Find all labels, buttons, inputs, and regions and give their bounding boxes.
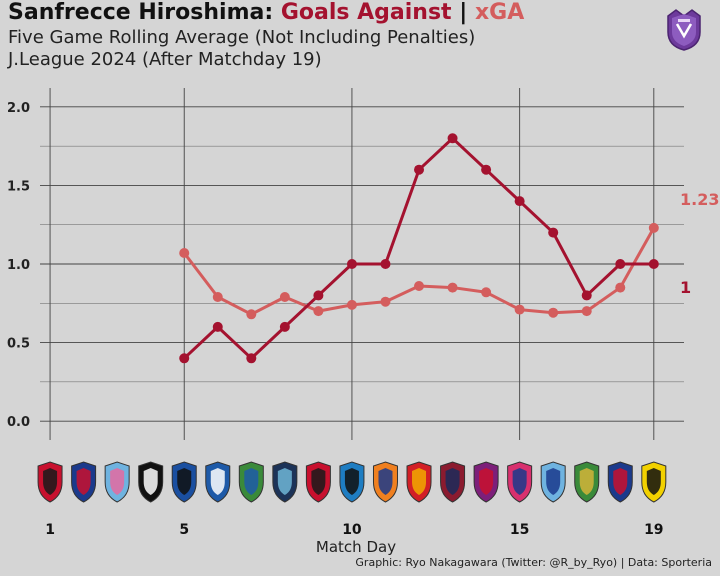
data-point [548, 307, 559, 318]
kyoto-sanga-crest-icon [473, 461, 499, 503]
kashima-antlers-crest-icon [440, 461, 466, 503]
avispa-fukuoka-crest-icon [272, 461, 298, 503]
shonan-bellmare-crest-icon [238, 461, 264, 503]
data-point [414, 164, 425, 175]
x-axis-label: Match Day [315, 538, 397, 556]
data-point [514, 304, 525, 315]
gamba-osaka-crest-icon [171, 461, 197, 503]
series-xga: 1.23 [179, 190, 719, 320]
data-point [615, 282, 626, 293]
tokyo-verdy-crest-icon [574, 461, 600, 503]
title-team: Sanfrecce Hiroshima: [8, 0, 274, 25]
chart-subtitle-1: Five Game Rolling Average (Not Including… [8, 27, 476, 48]
title-goals-against: Goals Against [280, 0, 452, 25]
data-point [246, 353, 257, 364]
data-point [380, 259, 391, 269]
data-point [179, 248, 190, 258]
data-point [447, 133, 458, 144]
opponent-crests [37, 461, 667, 503]
end-value-label: 1 [680, 278, 691, 297]
chart-subtitle-2: J.League 2024 (After Matchday 19) [8, 49, 322, 70]
consadole-sapporo-crest-icon [305, 461, 331, 503]
kawasaki-frontale-crest-icon [339, 461, 365, 503]
jubilo-iwata-crest-icon [540, 461, 566, 503]
data-point [246, 309, 257, 320]
y-tick-label: 0.5 [7, 337, 30, 352]
y-tick-label: 0.0 [7, 415, 30, 430]
data-point [581, 290, 592, 301]
data-point [313, 306, 324, 317]
x-tick-label: 5 [179, 522, 189, 538]
x-tick-label: 15 [510, 522, 529, 538]
sagan-tosu-crest-icon [104, 461, 130, 503]
title-xga: xGA [474, 0, 525, 25]
end-value-label: 1.23 [680, 190, 719, 209]
chart-title: Sanfrecce Hiroshima: Goals Against | xGA [8, 0, 524, 26]
data-point [648, 259, 659, 269]
data-point [346, 259, 357, 269]
data-point [447, 282, 458, 293]
series-goals-against: 1 [179, 133, 691, 364]
data-point [380, 296, 391, 307]
data-point [313, 290, 324, 301]
yokohama-fmarinos-crest-icon [607, 461, 633, 503]
data-point [212, 321, 223, 332]
fc-tokyo-crest-icon [71, 461, 97, 503]
y-tick-label: 1.5 [7, 179, 30, 194]
x-tick-label: 1 [45, 522, 55, 538]
machida-zelvia-crest-icon [205, 461, 231, 503]
data-point [212, 292, 223, 302]
data-point [615, 259, 626, 269]
credit-text: Graphic: Ryo Nakagawara (Twitter: @R_by_… [355, 556, 712, 569]
cerezo-osaka-crest-icon [507, 461, 533, 503]
data-point [179, 353, 190, 364]
nagoya-grampus-crest-icon [406, 461, 432, 503]
data-point [581, 306, 592, 317]
x-tick-label: 10 [342, 522, 362, 538]
data-point [279, 292, 290, 302]
data-point [346, 299, 357, 310]
albirex-niigata-crest-icon [372, 461, 398, 503]
data-point [514, 196, 525, 207]
kashiwa-reysol-crest-icon [641, 461, 667, 503]
data-point [648, 222, 659, 233]
y-tick-label: 1.0 [7, 258, 30, 273]
data-point [414, 281, 425, 291]
sanfrecce-crest-icon [667, 9, 701, 51]
series-line [183, 227, 656, 316]
x-tick-label: 19 [644, 522, 663, 538]
y-tick-label: 2.0 [7, 101, 30, 116]
title-separator: | [459, 0, 468, 25]
urawa-crest-icon [37, 461, 63, 503]
vissel-kobe-crest-icon [138, 461, 164, 503]
data-point [481, 164, 492, 175]
data-point [548, 227, 559, 238]
data-point [481, 287, 492, 298]
data-point [279, 321, 290, 332]
